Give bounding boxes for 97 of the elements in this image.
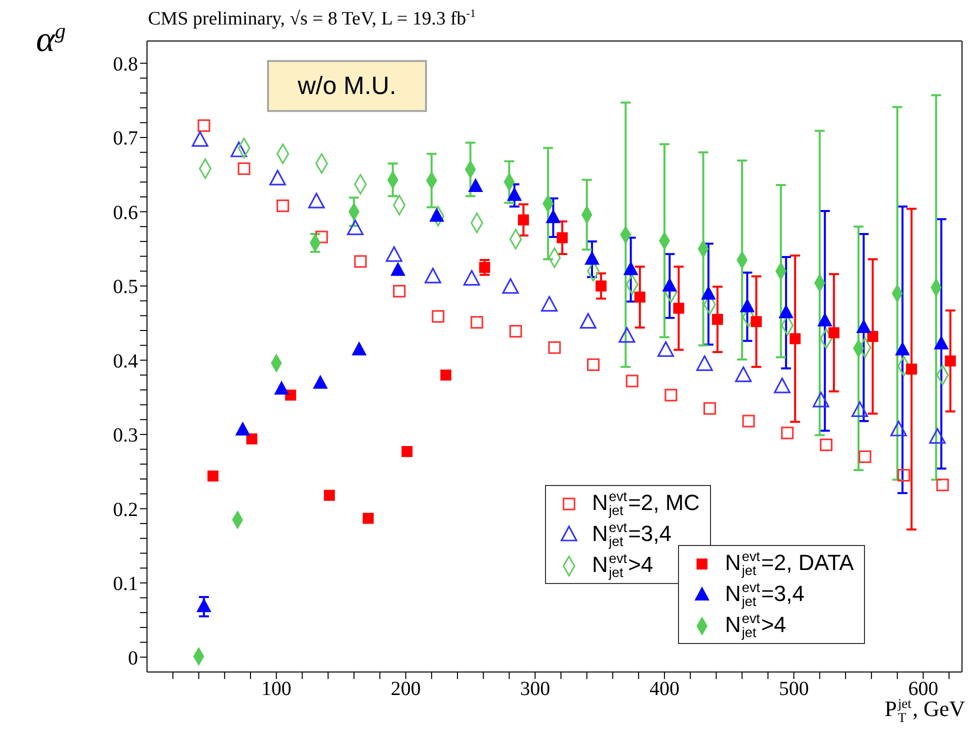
point — [703, 402, 716, 415]
point — [774, 378, 790, 394]
y-axis-title: α$^{g}$ — [36, 19, 66, 59]
x-tick-label: 500 — [778, 678, 809, 700]
point — [781, 426, 794, 440]
point — [192, 131, 208, 147]
y-tick-label: 0.1 — [113, 573, 138, 596]
point — [934, 335, 949, 350]
point — [664, 388, 678, 402]
point — [509, 324, 522, 338]
x-tick-label: 100 — [261, 678, 292, 700]
point — [580, 313, 596, 329]
point — [390, 262, 406, 276]
point — [662, 277, 678, 292]
x-tick-label: 600 — [908, 678, 938, 700]
point — [424, 268, 442, 284]
y-tick-label: 0 — [128, 647, 138, 670]
y-tick-label: 0.2 — [113, 498, 138, 521]
annotation: w/o M.U. — [267, 60, 427, 112]
point — [700, 286, 716, 300]
point — [548, 341, 561, 354]
point — [198, 119, 210, 132]
point — [324, 490, 335, 501]
point — [817, 312, 832, 326]
point — [906, 364, 918, 375]
point — [820, 438, 832, 452]
point — [346, 220, 364, 236]
chart-title: CMS preliminary, √s = 8 TeV, L = 19.3 fb$^{-1}$ — [148, 8, 476, 30]
point — [207, 470, 218, 482]
point — [626, 374, 638, 388]
point — [276, 200, 290, 212]
point — [587, 358, 600, 371]
point — [312, 374, 328, 389]
point — [618, 327, 636, 343]
point — [518, 214, 529, 226]
point — [308, 192, 325, 208]
point — [402, 446, 413, 458]
point — [673, 302, 684, 314]
y-tick-label: 0.7 — [113, 128, 138, 150]
point — [852, 401, 868, 417]
point — [750, 316, 762, 328]
point — [894, 341, 910, 356]
point — [742, 414, 755, 428]
point — [468, 178, 484, 192]
point — [584, 250, 600, 265]
point — [541, 296, 558, 312]
point — [479, 262, 490, 273]
point — [352, 341, 367, 356]
point — [506, 186, 522, 201]
x-tick-label: 200 — [390, 678, 421, 700]
point — [944, 355, 956, 366]
point — [386, 246, 402, 262]
point — [354, 255, 367, 268]
point — [890, 420, 907, 436]
point — [858, 450, 872, 464]
point — [432, 310, 444, 323]
point — [634, 292, 646, 303]
point — [196, 598, 212, 612]
point — [470, 316, 484, 329]
point — [246, 433, 258, 444]
point — [897, 468, 910, 482]
point — [657, 341, 674, 357]
point — [596, 280, 607, 292]
y-tick-label: 0.3 — [113, 424, 138, 447]
point — [867, 330, 878, 342]
y-tick-label: 0.8 — [113, 53, 138, 76]
point — [929, 428, 946, 444]
point — [269, 170, 286, 186]
point — [696, 355, 713, 371]
point — [362, 512, 374, 524]
x-tick-label: 400 — [649, 678, 680, 700]
point — [556, 232, 568, 244]
point — [502, 278, 519, 294]
point — [235, 421, 250, 436]
point — [828, 327, 840, 338]
point — [778, 304, 794, 318]
point — [936, 478, 949, 492]
point — [712, 314, 723, 325]
point — [740, 298, 755, 312]
point — [392, 284, 406, 298]
x-tick-label: 300 — [520, 678, 550, 700]
y-tick-label: 0.4 — [113, 350, 138, 372]
point — [230, 142, 248, 158]
point — [238, 162, 250, 175]
point — [440, 370, 452, 381]
point — [790, 333, 801, 344]
y-tick-label: 0.6 — [113, 202, 138, 224]
point — [463, 270, 480, 286]
point — [812, 392, 830, 408]
point — [623, 261, 638, 276]
point — [856, 319, 872, 334]
point — [429, 208, 444, 222]
point — [546, 209, 561, 224]
point — [315, 230, 328, 244]
point — [274, 380, 290, 395]
y-tick-label: 0.5 — [113, 276, 138, 298]
point — [735, 366, 752, 382]
